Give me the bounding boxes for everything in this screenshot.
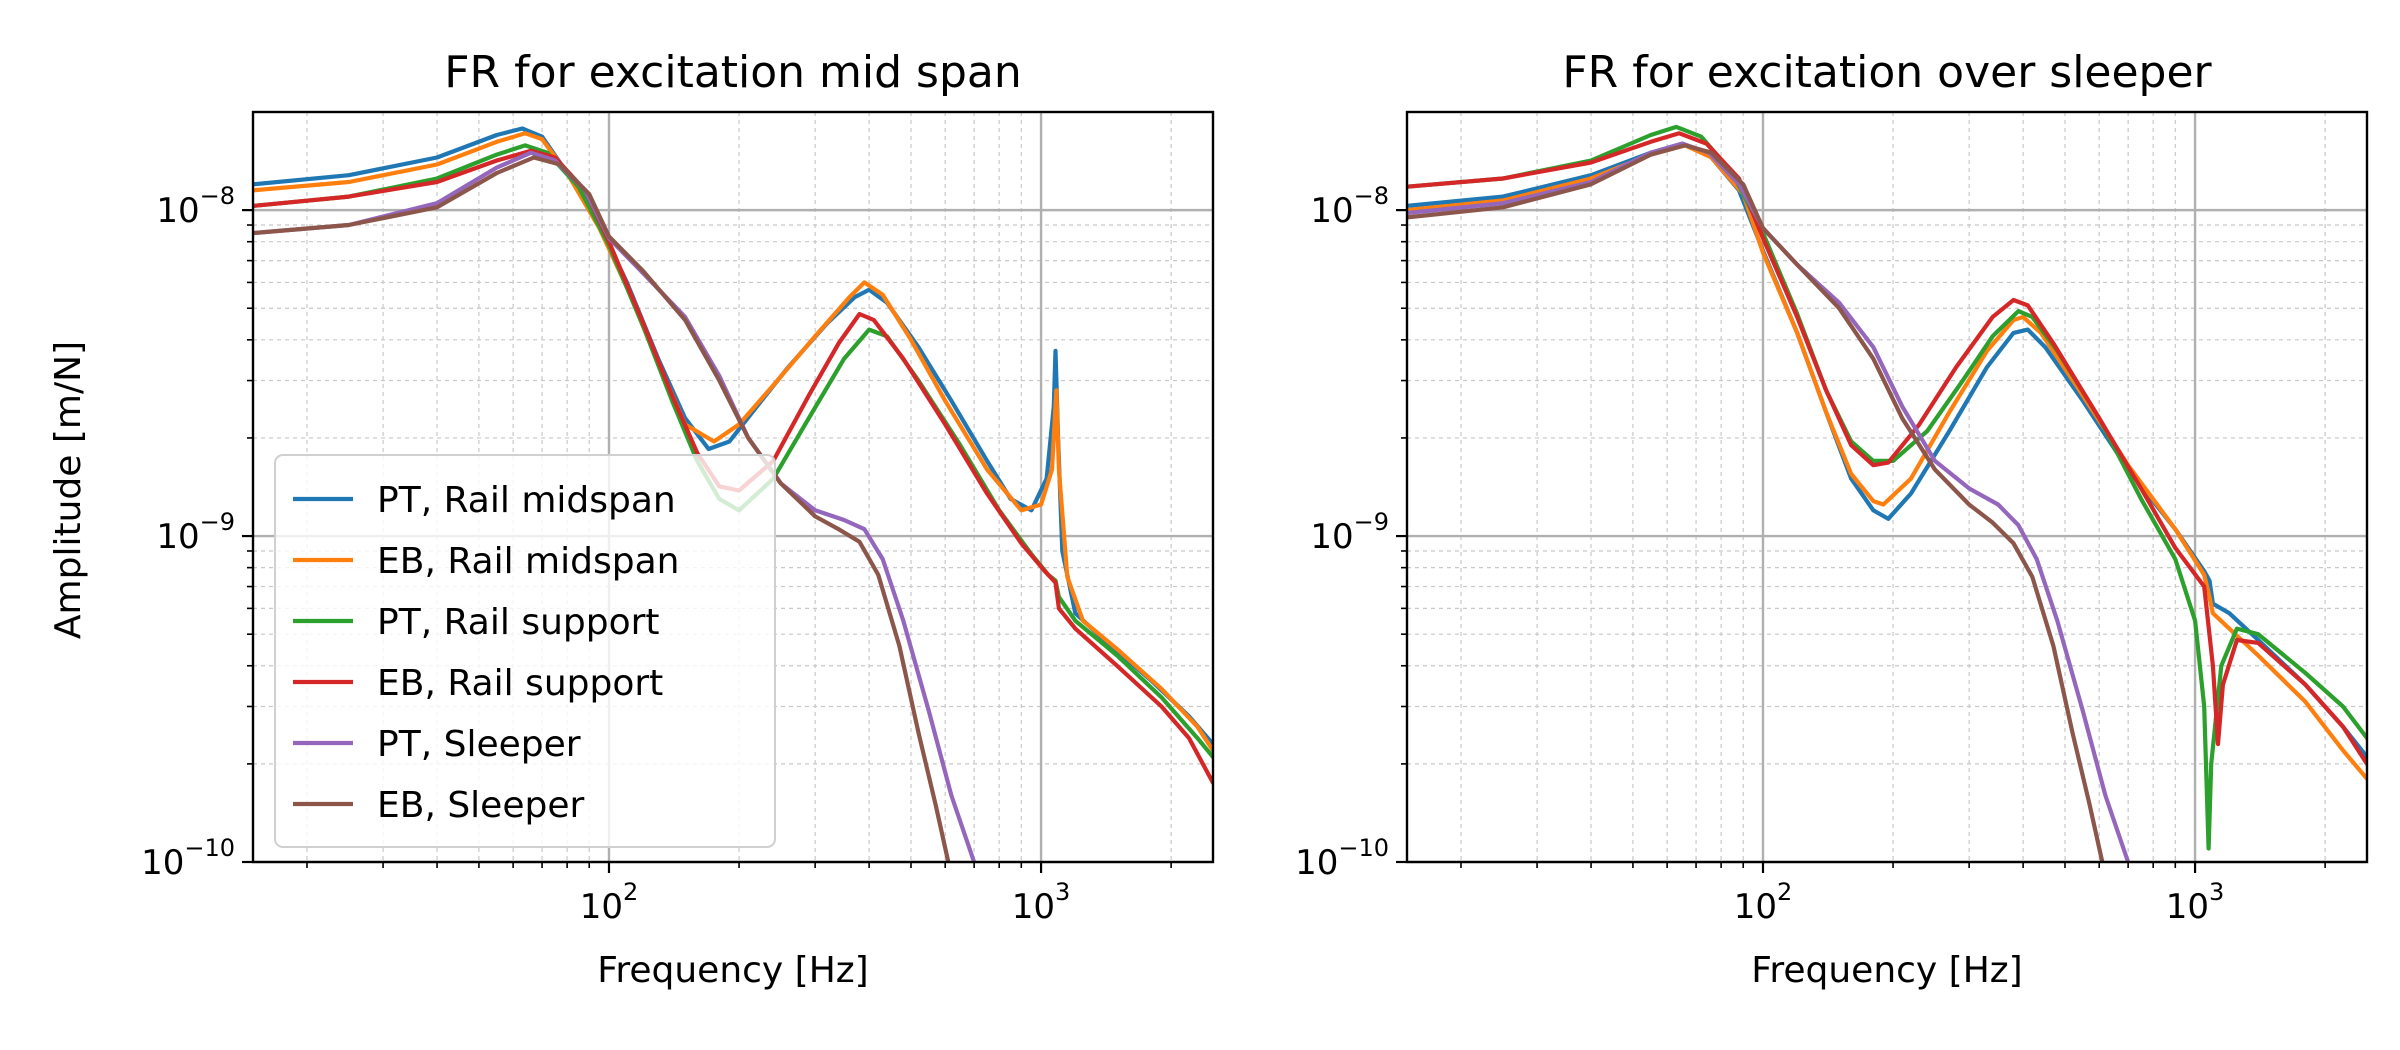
series-line-eb-sleeper: [1407, 143, 2105, 862]
series-line-eb-rail-midspan: [253, 131, 1213, 753]
series-group: [253, 126, 1213, 862]
legend-box: [274, 454, 776, 848]
minor-grid: [1407, 112, 2367, 862]
legend-label-pt-sleeper: PT, Sleeper: [377, 724, 581, 765]
x-axis-label: Frequency [Hz]: [597, 950, 868, 991]
legend-label-eb-rail-midspan: EB, Rail midspan: [377, 541, 679, 582]
series-group: [1407, 124, 2367, 862]
chart-title: FR for excitation mid span: [444, 47, 1022, 98]
y-tick-label: 10−10: [1295, 834, 1389, 883]
legend-label-pt-rail-midspan: PT, Rail midspan: [377, 480, 676, 521]
legend: PT, Rail midspan EB, Rail midspan PT, Rail…: [274, 454, 776, 848]
y-tick-label: 10−9: [156, 508, 235, 557]
series-line-pt-sleeper: [253, 150, 977, 862]
x-tick-label: 102: [1734, 878, 1793, 927]
legend-label-eb-sleeper: EB, Sleeper: [377, 785, 584, 826]
y-axis-label: Amplitude [m/N]: [48, 341, 89, 639]
series-line-eb-sleeper: [253, 155, 951, 862]
x-tick-label: 103: [1012, 878, 1071, 927]
axes-frame: [251, 110, 1215, 864]
series-line-eb-rail-support: [1407, 131, 2367, 767]
series-line-eb-rail-midspan: [1407, 143, 2367, 781]
series-line-eb-rail-support: [253, 148, 1213, 785]
legend-label-pt-rail-support: PT, Rail support: [377, 602, 660, 643]
chart-title: FR for excitation over sleeper: [1562, 47, 2212, 98]
chart-panel-mid-span: 102 103 10−10 10−9 10−8 FR for excitation mid…: [141, 47, 1215, 991]
y-tick-label: 10−10: [141, 834, 235, 883]
series-line-pt-rail-support: [253, 143, 1213, 760]
legend-label-eb-rail-support: EB, Rail support: [377, 663, 663, 704]
x-tick-label: 102: [580, 878, 639, 927]
y-tick-label: 10−8: [1310, 182, 1389, 231]
y-tick-label: 10−9: [1310, 508, 1389, 557]
x-tick-label: 103: [2166, 878, 2225, 927]
x-axis-label: Frequency [Hz]: [1751, 950, 2022, 991]
chart-panel-over-sleeper: 102 103 10−10 10−9 10−8 FR for excitation ove…: [1295, 47, 2369, 991]
axes-frame: [1405, 110, 2369, 864]
series-line-pt-rail-support: [1407, 124, 2367, 851]
y-tick-label: 10−8: [156, 182, 235, 231]
